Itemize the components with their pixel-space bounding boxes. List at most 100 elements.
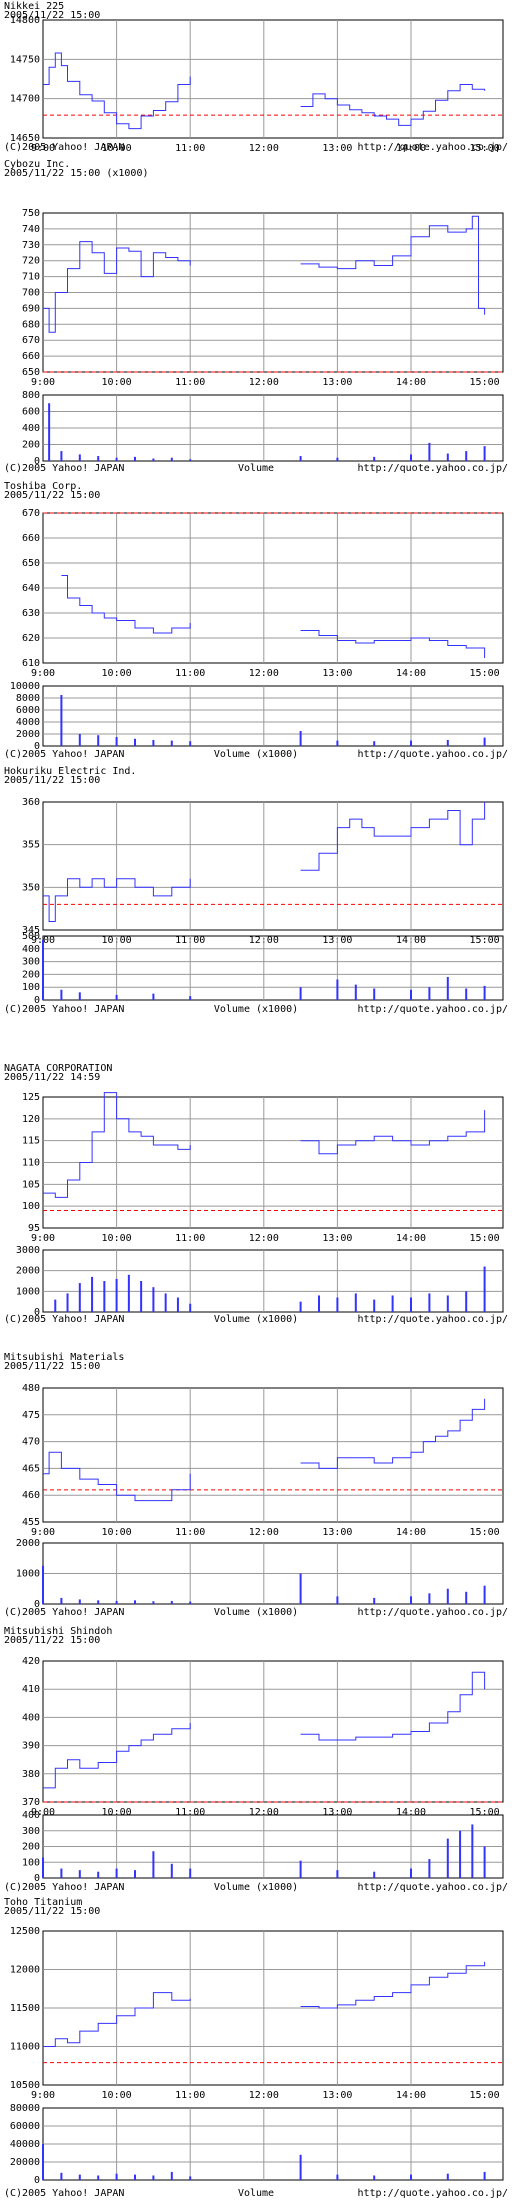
volume-bar [410, 989, 412, 1000]
volume-label: Volume (x1000) [214, 1607, 298, 1618]
volume-y-tick-label: 300 [22, 1826, 40, 1837]
price-y-tick-label: 12000 [10, 1965, 40, 1976]
volume-bar [78, 454, 81, 461]
price-line-afternoon [300, 630, 486, 658]
volume-y-tick-label: 800 [22, 390, 40, 401]
volume-label: Volume [238, 463, 274, 474]
volume-y-tick-label: 1000 [16, 1569, 40, 1580]
price-line-morning [61, 575, 191, 634]
volume-bar [176, 1297, 179, 1312]
price-x-tick-label: 15:00 [470, 668, 500, 679]
price-y-tick-label: 480 [22, 1383, 40, 1394]
price-x-tick-label: 15:00 [470, 935, 500, 946]
price-y-tick-label: 12500 [10, 1926, 40, 1937]
volume-y-tick-label: 8000 [16, 693, 40, 704]
volume-bar [373, 741, 376, 746]
price-x-tick-label: 14:00 [396, 377, 426, 388]
price-x-tick-label: 15:00 [470, 143, 500, 154]
volume-bar [97, 1600, 100, 1604]
price-y-tick-label: 465 [22, 1463, 40, 1474]
price-x-tick-label: 9:00 [31, 1233, 55, 1244]
price-y-tick-label: 680 [22, 319, 40, 330]
footer-url-link[interactable]: http://quote.yahoo.co.jp/ [357, 749, 508, 760]
volume-y-tick-label: 0 [34, 741, 40, 752]
footer-copyright: (C)2005 Yahoo! JAPAN [4, 463, 124, 474]
volume-bar [483, 1585, 486, 1604]
volume-bar [60, 989, 63, 1000]
price-y-tick-label: 630 [22, 608, 40, 619]
price-y-tick-label: 740 [22, 224, 40, 235]
volume-bar [189, 2176, 192, 2180]
volume-bar [373, 456, 376, 461]
price-y-tick-label: 380 [22, 1769, 40, 1780]
volume-y-tick-label: 200 [22, 969, 40, 980]
volume-bar [299, 731, 302, 746]
price-x-tick-label: 11:00 [175, 668, 205, 679]
price-y-tick-label: 650 [22, 367, 40, 378]
volume-bar [465, 451, 468, 461]
price-line-afternoon [300, 1110, 486, 1155]
price-y-tick-label: 14700 [10, 94, 40, 105]
chart-datetime: 2005/11/22 15:00 [4, 490, 100, 501]
price-x-tick-label: 13:00 [322, 143, 352, 154]
volume-bar [336, 979, 339, 1000]
footer-url-link[interactable]: http://quote.yahoo.co.jp/ [357, 1004, 508, 1015]
price-y-tick-label: 350 [22, 882, 40, 893]
price-y-tick-label: 110 [22, 1158, 40, 1169]
price-x-tick-label: 9:00 [31, 1807, 55, 1818]
volume-bar [60, 451, 63, 461]
volume-bar [373, 988, 376, 1000]
price-y-tick-label: 610 [22, 658, 40, 669]
volume-y-tick-label: 40000 [10, 2139, 40, 2150]
volume-bar [91, 1276, 94, 1312]
volume-y-tick-label: 3000 [16, 1245, 40, 1256]
volume-bar [483, 1266, 486, 1312]
price-x-tick-label: 10:00 [102, 2090, 132, 2101]
volume-bar [152, 993, 155, 1000]
price-y-tick-label: 400 [22, 1712, 40, 1723]
price-x-tick-label: 10:00 [102, 377, 132, 388]
price-y-tick-label: 125 [22, 1092, 40, 1103]
volume-bar [152, 1601, 155, 1604]
footer-url-link[interactable]: http://quote.yahoo.co.jp/ [357, 2188, 508, 2199]
volume-frame [42, 685, 504, 747]
price-x-tick-label: 11:00 [175, 2090, 205, 2101]
volume-label: Volume (x1000) [214, 1004, 298, 1015]
volume-bar [299, 1573, 302, 1604]
volume-y-tick-label: 600 [22, 407, 40, 418]
chart-title: Nikkei 225 [4, 1, 64, 12]
footer-url-link[interactable]: http://quote.yahoo.co.jp/ [357, 1314, 508, 1325]
volume-bar [170, 1863, 173, 1878]
volume-y-tick-label: 10000 [10, 681, 40, 692]
price-y-tick-label: 95 [28, 1223, 40, 1234]
footer-copyright: (C)2005 Yahoo! JAPAN [4, 2188, 124, 2199]
price-y-tick-label: 720 [22, 256, 40, 267]
volume-bar [152, 458, 155, 461]
volume-bar [97, 1871, 100, 1878]
footer-url-link[interactable]: http://quote.yahoo.co.jp/ [357, 142, 508, 153]
price-y-tick-label: 120 [22, 1114, 40, 1125]
price-y-tick-label: 390 [22, 1741, 40, 1752]
price-x-tick-label: 15:00 [470, 377, 500, 388]
volume-bar [410, 1297, 412, 1312]
footer-url-link[interactable]: http://quote.yahoo.co.jp/ [357, 1607, 508, 1618]
stock-chart-2: Toshiba Corp.2005/11/22 15:00 670 660 650 64… [4, 481, 508, 760]
volume-y-tick-label: 400 [22, 423, 40, 434]
volume-bar [446, 976, 449, 1000]
chart-datetime: 2005/11/22 15:00 [4, 1635, 100, 1646]
footer-copyright: (C)2005 Yahoo! JAPAN [4, 1882, 124, 1893]
volume-y-tick-label: 60000 [10, 2121, 40, 2132]
price-y-tick-label: 360 [22, 797, 40, 808]
footer-url-link[interactable]: http://quote.yahoo.co.jp/ [357, 1882, 508, 1893]
price-x-tick-label: 11:00 [175, 1807, 205, 1818]
price-line-morning [43, 241, 191, 333]
footer-url-link[interactable]: http://quote.yahoo.co.jp/ [357, 463, 508, 474]
chart-datetime: 2005/11/22 15:00 (x1000) [4, 168, 149, 179]
volume-label: Volume (x1000) [214, 1314, 298, 1325]
footer-copyright: (C)2005 Yahoo! JAPAN [4, 1004, 124, 1015]
price-x-tick-label: 12:00 [249, 1233, 279, 1244]
chart-title: Mitsubishi Materials [4, 1352, 124, 1363]
